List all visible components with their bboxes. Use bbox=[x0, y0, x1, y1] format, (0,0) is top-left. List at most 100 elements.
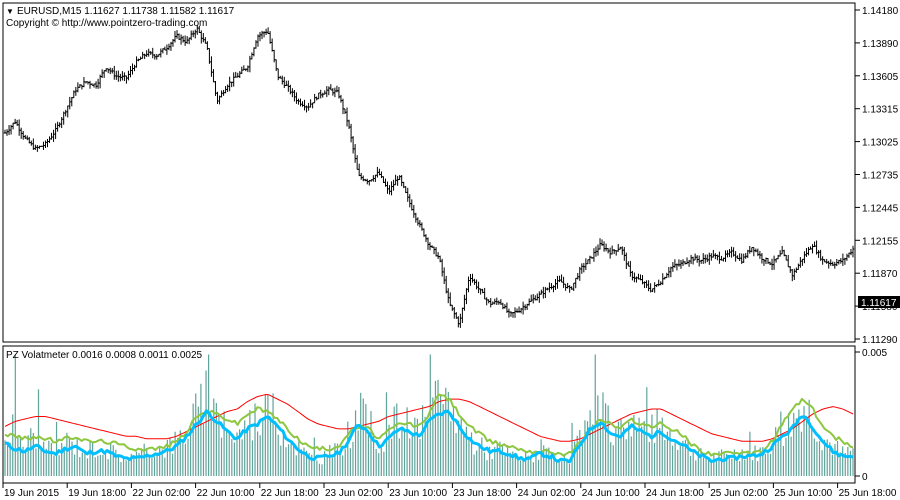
price-bar bbox=[718, 251, 721, 264]
price-bar bbox=[135, 56, 138, 68]
dropdown-arrow-icon[interactable]: ▼ bbox=[6, 7, 14, 16]
price-bar bbox=[449, 292, 452, 307]
price-bar bbox=[230, 81, 233, 88]
price-bar bbox=[398, 175, 401, 181]
price-bar bbox=[465, 288, 468, 305]
price-bar bbox=[756, 248, 760, 257]
price-bar bbox=[558, 275, 561, 283]
price-bar bbox=[827, 260, 830, 269]
price-axis-label: 1.13890 bbox=[862, 39, 899, 50]
time-axis-label: 25 Jun 18:00 bbox=[839, 488, 897, 499]
time-axis-label: 23 Jun 10:00 bbox=[389, 488, 447, 499]
indicator-pane[interactable] bbox=[2, 345, 856, 484]
price-bar bbox=[5, 129, 9, 136]
time-axis-label: 22 Jun 02:00 bbox=[132, 488, 190, 499]
price-bar bbox=[473, 278, 476, 285]
price-bar bbox=[574, 277, 577, 289]
price-bar bbox=[297, 98, 300, 105]
price-bar bbox=[513, 307, 517, 318]
price-bar bbox=[716, 254, 719, 261]
price-axis-label: 1.14180 bbox=[862, 6, 899, 17]
price-bar bbox=[416, 217, 420, 226]
price-bar bbox=[321, 92, 324, 98]
price-bar bbox=[748, 246, 751, 254]
price-bar bbox=[477, 281, 480, 294]
price-bar bbox=[803, 251, 806, 264]
time-axis-label: 23 Jun 02:00 bbox=[325, 488, 383, 499]
price-bar bbox=[96, 78, 100, 89]
price-bar bbox=[728, 248, 731, 258]
price-bar bbox=[151, 47, 154, 59]
price-axis-label: 1.12155 bbox=[862, 236, 899, 247]
price-bar bbox=[653, 282, 656, 293]
price-bar bbox=[115, 70, 118, 80]
price-axis-label: 1.11870 bbox=[862, 269, 898, 280]
price-bar bbox=[596, 244, 600, 256]
price-axis-label: 1.13315 bbox=[862, 105, 899, 116]
price-bar bbox=[343, 108, 347, 115]
price-bar bbox=[507, 308, 511, 318]
price-bar bbox=[793, 268, 796, 280]
price-bar bbox=[451, 304, 454, 311]
time-axis-label: 24 Jun 18:00 bbox=[646, 488, 704, 499]
price-bar bbox=[131, 63, 134, 75]
price-bar bbox=[457, 316, 460, 328]
price-bar bbox=[60, 116, 63, 129]
price-bar bbox=[712, 249, 715, 258]
price-axis-label: 1.13025 bbox=[862, 138, 899, 149]
price-bar bbox=[811, 244, 814, 254]
price-bar bbox=[580, 263, 584, 274]
price-bar bbox=[94, 81, 98, 89]
price-bar bbox=[691, 256, 695, 265]
price-pane[interactable] bbox=[2, 2, 856, 343]
price-bar bbox=[752, 247, 756, 257]
price-bar bbox=[602, 241, 606, 252]
price-bar bbox=[117, 70, 120, 82]
price-bar bbox=[299, 98, 302, 107]
price-bar bbox=[629, 260, 632, 277]
time-axis-label: 22 Jun 10:00 bbox=[197, 488, 255, 499]
price-bar bbox=[714, 253, 717, 260]
price-bar bbox=[647, 280, 650, 292]
price-bar bbox=[695, 255, 699, 263]
price-bar bbox=[80, 84, 84, 90]
price-bar bbox=[293, 90, 296, 102]
price-bar bbox=[400, 175, 403, 187]
price-bar bbox=[333, 87, 337, 98]
price-bar bbox=[210, 56, 213, 77]
price-bar bbox=[530, 294, 533, 302]
price-bar bbox=[459, 313, 462, 328]
price-bar bbox=[202, 33, 205, 43]
price-bar bbox=[410, 199, 413, 211]
price-bar bbox=[604, 243, 608, 252]
price-bar bbox=[817, 250, 820, 258]
price-bar bbox=[386, 181, 389, 194]
price-bar bbox=[544, 286, 547, 299]
price-bar bbox=[483, 287, 486, 300]
price-bar bbox=[689, 254, 693, 265]
price-bar bbox=[194, 29, 197, 39]
price-bar bbox=[801, 258, 804, 266]
price-bar bbox=[329, 84, 333, 91]
price-bar bbox=[214, 80, 217, 96]
price-bar bbox=[147, 48, 150, 57]
price-bar bbox=[408, 194, 411, 208]
price-bar bbox=[485, 297, 488, 306]
price-bar bbox=[396, 175, 399, 186]
price-bar bbox=[220, 90, 223, 98]
price-bar bbox=[839, 258, 843, 264]
price-bar bbox=[283, 76, 286, 88]
price-bar bbox=[406, 187, 409, 202]
price-bar bbox=[730, 246, 733, 258]
price-bar bbox=[341, 98, 345, 115]
price-bar bbox=[592, 248, 596, 262]
price-bar bbox=[469, 274, 472, 286]
time-axis-label: 19 Jun 2015 bbox=[4, 488, 59, 499]
price-bar bbox=[360, 172, 363, 180]
price-bar bbox=[572, 282, 575, 291]
price-bar bbox=[780, 245, 784, 255]
price-bar bbox=[36, 145, 39, 152]
price-bar bbox=[568, 285, 571, 293]
price-bar bbox=[46, 138, 49, 148]
